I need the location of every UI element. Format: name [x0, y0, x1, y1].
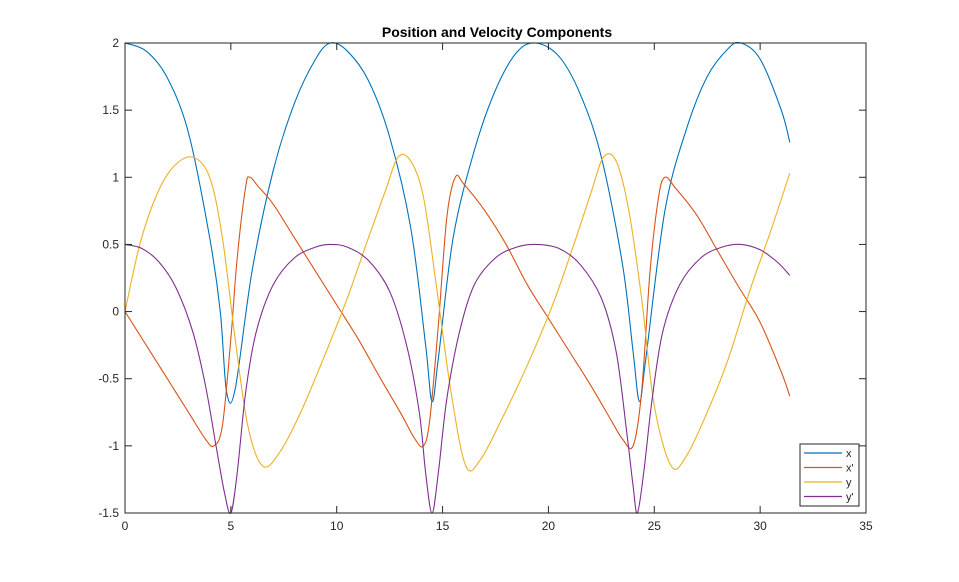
plot-background — [125, 43, 866, 513]
x-tick-label: 0 — [122, 519, 129, 533]
series-line-2 — [125, 174, 791, 450]
x-tick-label: 30 — [753, 519, 767, 533]
plot-area — [125, 43, 866, 513]
x-tick-label: 10 — [330, 519, 344, 533]
x-tick-label: 20 — [542, 519, 556, 533]
legend-label-2: x' — [846, 463, 854, 475]
legend-label-1: x — [846, 448, 852, 460]
legend-label-4: y' — [846, 492, 854, 504]
y-tick-label: 2 — [112, 36, 119, 50]
axes-box — [124, 42, 867, 514]
x-tick-label: 15 — [436, 519, 450, 533]
legend-label-3: y — [846, 477, 852, 489]
legend: x x' y y' — [799, 443, 860, 507]
y-tick-label: 1 — [112, 170, 119, 184]
y-tick-label: 1.5 — [102, 103, 119, 117]
chart-title: Position and Velocity Components — [382, 24, 612, 40]
series-line-3 — [125, 153, 791, 472]
x-tick-label: 25 — [648, 519, 662, 533]
x-tick-label: 35 — [859, 519, 873, 533]
y-tick-label: 0.5 — [102, 237, 119, 251]
x-tick-label: 5 — [228, 519, 235, 533]
y-tick-label: -1.5 — [98, 506, 119, 520]
y-tick-label: -0.5 — [98, 372, 119, 386]
legend-box — [799, 443, 860, 507]
series-line-1 — [125, 42, 791, 404]
y-tick-label: 0 — [112, 305, 119, 319]
y-tick-label: -1 — [108, 439, 119, 453]
axes-layer: 0 5 10 15 20 25 30 35 -1.5 -1 -0.5 0 0.5 1 1.5 2 — [98, 36, 873, 533]
